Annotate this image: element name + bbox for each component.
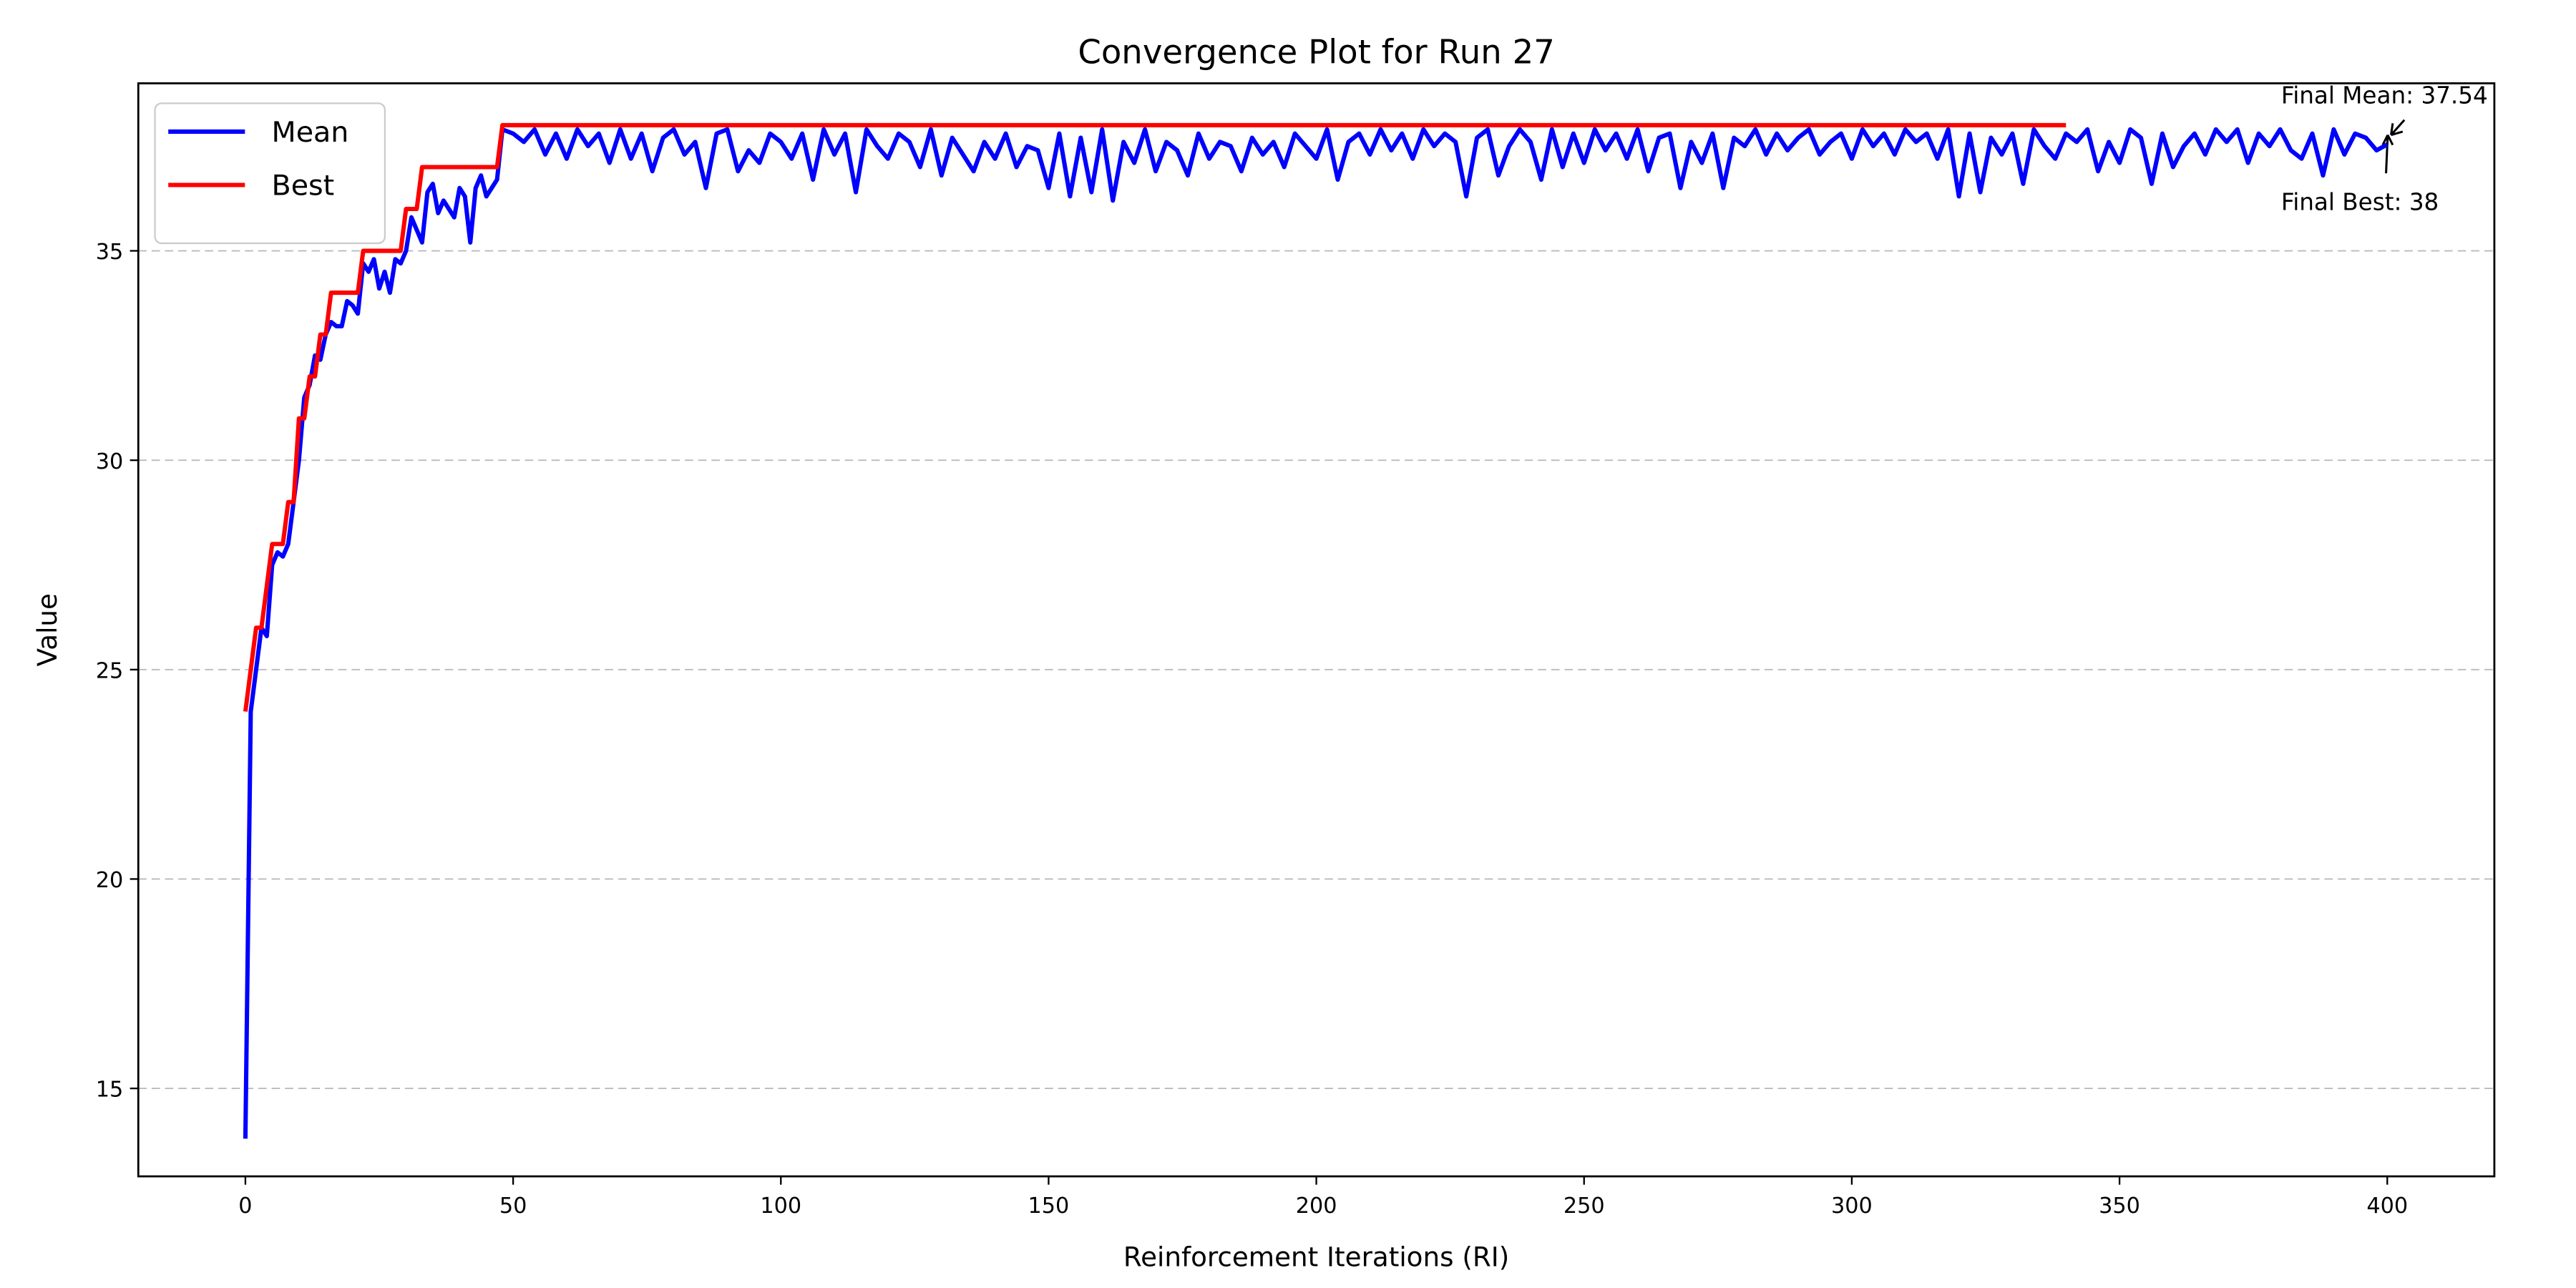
x-axis-label: Reinforcement Iterations (RI) (1123, 1241, 1509, 1273)
x-tick-label: 250 (1563, 1194, 1605, 1219)
plot-frame (137, 82, 2496, 1178)
x-tick-label: 350 (2099, 1194, 2140, 1219)
legend: Mean Best (154, 102, 386, 245)
annotation: Final Mean: 37.54 (2281, 82, 2488, 109)
y-axis-label: Value (31, 593, 63, 666)
x-tick-label: 200 (1296, 1194, 1337, 1219)
arrow (2390, 119, 2406, 137)
y-tick-label: 25 (96, 658, 124, 683)
legend-label: Mean (272, 116, 349, 149)
x-tick-label: 150 (1028, 1194, 1070, 1219)
x-tick-label: 300 (1831, 1194, 1873, 1219)
x-tick-label: 400 (2366, 1194, 2408, 1219)
x-tick-label: 50 (499, 1194, 527, 1219)
series-line (243, 127, 2389, 1139)
annotation: Final Best: 38 (2281, 188, 2439, 215)
y-tick-label: 35 (96, 240, 124, 265)
chart-title: Convergence Plot for Run 27 (1078, 32, 1555, 71)
legend-label: Best (272, 169, 335, 202)
arrow (2381, 134, 2394, 174)
x-tick-label: 0 (238, 1194, 252, 1219)
y-tick-label: 20 (96, 868, 124, 893)
annotation-arrows (2381, 119, 2406, 174)
x-tick-label: 100 (760, 1194, 801, 1219)
legend-box (154, 102, 386, 245)
y-tick-label: 30 (96, 449, 124, 474)
y-tick-label: 15 (96, 1078, 124, 1103)
series-line (243, 122, 2067, 712)
